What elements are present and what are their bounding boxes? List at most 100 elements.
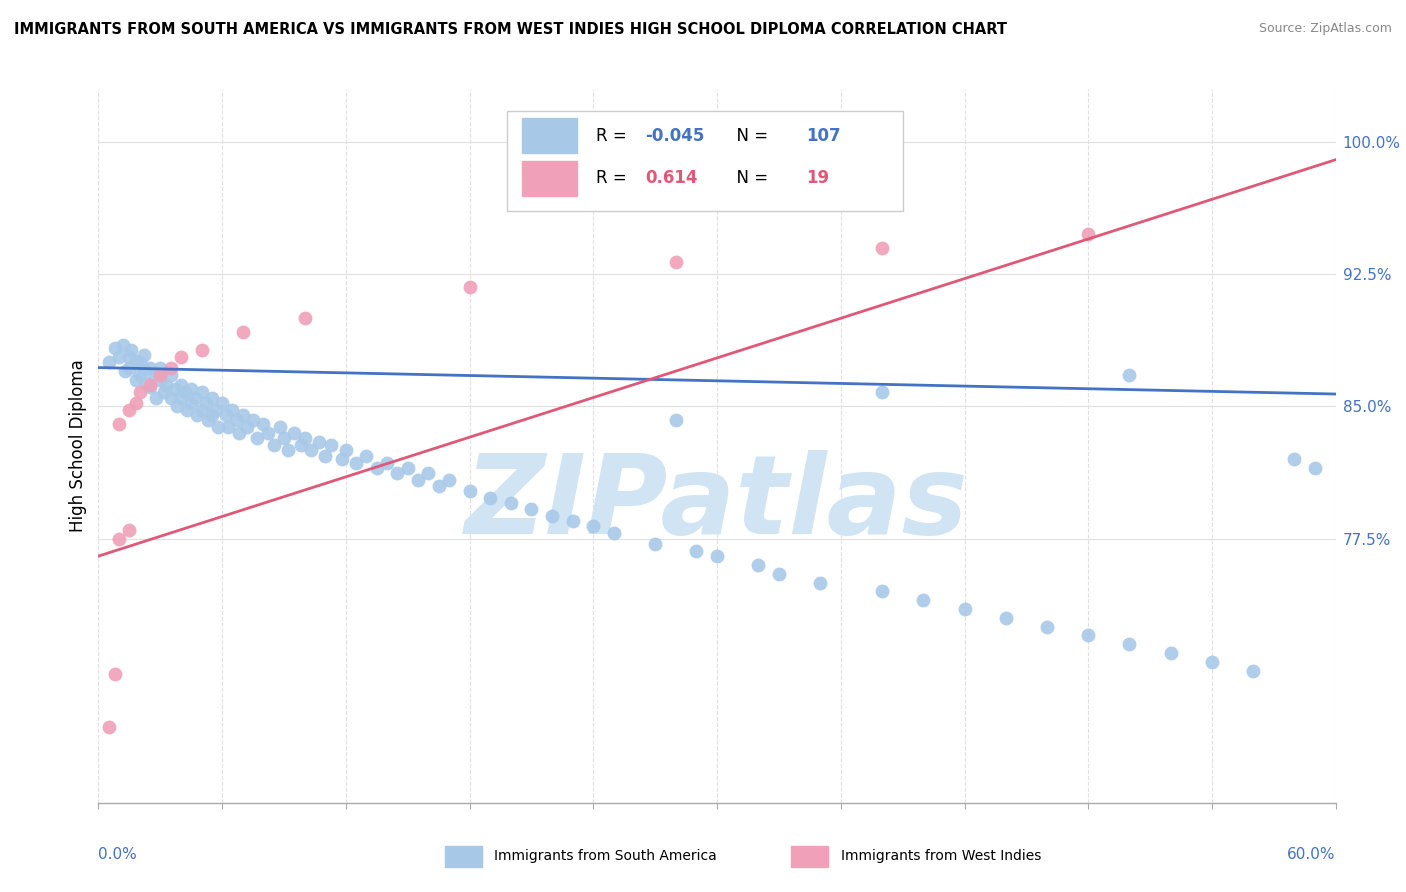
Point [108,350,131,364]
Point [283,425,305,440]
Point [159,360,181,375]
Point [290,438,312,452]
Point [139,380,162,394]
Point [149,360,172,375]
Point [458,483,481,498]
Point [124,353,146,368]
Point [747,558,769,572]
Point [118,403,141,417]
Point [190,343,212,357]
Point [190,403,212,417]
Text: N =: N = [725,169,773,187]
Point [170,378,193,392]
Point [97,355,120,369]
Point [186,408,208,422]
Text: 19: 19 [806,169,830,187]
Point [256,425,278,440]
Point [104,341,127,355]
Point [870,584,893,599]
Point [994,611,1017,625]
Point [207,420,229,434]
Point [912,593,935,607]
Point [205,403,228,417]
Point [225,413,247,427]
Point [211,396,233,410]
Text: Immigrants from South America: Immigrants from South America [495,849,717,863]
Point [232,326,254,340]
Point [215,408,238,422]
Point [201,391,224,405]
Point [1118,368,1140,382]
Point [153,385,176,400]
Point [120,343,142,357]
Point [221,403,243,417]
Point [155,378,177,392]
Point [308,434,330,449]
Point [108,532,131,546]
Text: Immigrants from West Indies: Immigrants from West Indies [841,849,1042,863]
Point [644,537,666,551]
Point [418,467,440,481]
Point [458,279,481,293]
Text: 107: 107 [806,127,841,145]
Point [277,443,299,458]
Point [1077,628,1099,642]
Point [180,396,202,410]
Point [603,526,626,541]
Point [1160,646,1182,660]
Bar [444,846,482,867]
Point [128,355,150,369]
Point [118,360,141,375]
Point [321,438,343,452]
Point [163,382,186,396]
Point [246,431,269,445]
Point [252,417,274,431]
Point [335,443,357,458]
Point [159,391,181,405]
Point [1077,227,1099,241]
Point [582,519,605,533]
Point [269,420,291,434]
Point [1036,619,1059,633]
Point [149,373,172,387]
Point [870,241,893,255]
Point [217,420,239,434]
Point [294,431,316,445]
Text: R =: R = [596,169,631,187]
Point [768,566,790,581]
Point [139,360,162,375]
Point [263,438,285,452]
Bar [522,119,578,153]
Point [149,368,172,382]
Text: 0.0%: 0.0% [98,847,138,862]
Point [356,449,378,463]
Point [706,549,728,563]
Point [396,461,419,475]
Point [118,523,141,537]
Text: Source: ZipAtlas.com: Source: ZipAtlas.com [1258,22,1392,36]
Point [330,452,353,467]
Point [520,501,543,516]
Point [201,408,224,422]
Point [294,311,316,326]
Point [124,396,146,410]
Point [427,478,450,492]
Point [132,362,155,376]
Point [190,385,212,400]
Point [143,368,166,382]
Text: 60.0%: 60.0% [1288,847,1336,862]
Point [242,413,264,427]
Point [561,514,583,528]
Point [145,391,167,405]
Point [108,417,131,431]
Point [184,391,207,405]
Point [541,508,564,523]
Point [166,400,188,414]
Text: ZIPatlas: ZIPatlas [465,450,969,557]
Point [124,373,146,387]
Point [387,467,409,481]
Point [104,667,127,681]
Point [479,491,502,505]
Point [375,456,398,470]
Y-axis label: High School Diploma: High School Diploma [69,359,87,533]
